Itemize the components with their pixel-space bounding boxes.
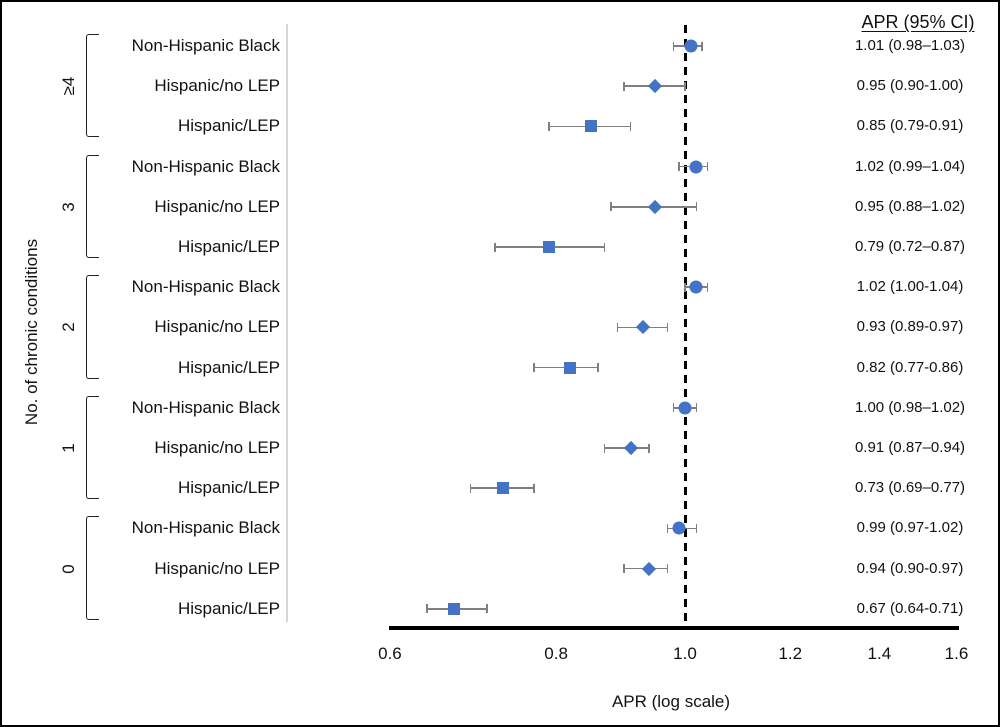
error-bar-cap-right — [603, 242, 606, 252]
x-tick-label: 1.4 — [867, 644, 892, 663]
apr-value: 0.73 (0.69–0.77) — [854, 479, 966, 497]
row-label: Non-Hispanic Black — [131, 518, 280, 538]
apr-column-header: APR (95% CI) — [861, 12, 975, 32]
error-bar-cap-right — [666, 564, 669, 574]
row-label: Hispanic/LEP — [177, 116, 280, 136]
row-label: Hispanic/no LEP — [154, 196, 280, 216]
group-label: ≥4 — [59, 76, 78, 96]
row-label: Hispanic/LEP — [177, 598, 280, 618]
apr-value: 0.82 (0.77-0.86) — [856, 358, 964, 376]
apr-value: 0.93 (0.89-0.97) — [856, 318, 964, 336]
marker-circle — [689, 280, 703, 294]
marker-diamond — [636, 320, 651, 335]
error-bar-cap-right — [648, 443, 651, 453]
marker-square — [497, 482, 510, 495]
row-label: Hispanic/no LEP — [154, 76, 280, 96]
reference-line — [683, 25, 687, 628]
row-label: Hispanic/LEP — [177, 478, 280, 498]
apr-value: 0.99 (0.97-1.02) — [856, 519, 964, 537]
group-label: 2 — [59, 322, 78, 333]
x-tick-label: 0.8 — [544, 644, 568, 663]
error-bar-cap-right — [695, 523, 698, 533]
apr-value: 1.01 (0.98–1.03) — [854, 37, 966, 54]
marker-circle — [672, 521, 686, 535]
group-label: 0 — [59, 563, 78, 574]
error-bar-cap-left — [469, 483, 472, 493]
group-bracket — [86, 275, 99, 379]
group-bracket — [86, 395, 99, 500]
x-axis-title: APR (log scale) — [611, 692, 731, 711]
error-bar-cap-left — [616, 322, 619, 332]
row-label: Hispanic/no LEP — [154, 438, 280, 457]
row-label: Non-Hispanic Black — [131, 36, 280, 55]
error-bar-cap-left — [426, 604, 428, 614]
marker-square — [585, 120, 598, 133]
error-bar-cap-right — [706, 282, 709, 292]
error-bar-cap-left — [494, 242, 497, 252]
error-bar-cap-left — [666, 523, 669, 533]
apr-value: 0.85 (0.79-0.91) — [856, 117, 964, 135]
error-bar-cap-left — [684, 282, 686, 292]
row-label: Hispanic/LEP — [177, 237, 280, 256]
marker-diamond — [648, 79, 663, 94]
apr-value: 0.95 (0.88–1.02) — [854, 197, 966, 215]
row-label: Hispanic/LEP — [177, 357, 280, 377]
apr-value: 0.91 (0.87–0.94) — [854, 439, 966, 456]
error-bar-cap-left — [623, 564, 625, 574]
marker-square — [542, 241, 555, 253]
apr-value: 1.02 (0.99–1.04) — [854, 157, 966, 175]
marker-square — [447, 602, 460, 615]
marker-circle — [689, 160, 703, 174]
apr-value: 0.67 (0.64-0.71) — [856, 599, 964, 617]
error-bar-cap-left — [548, 121, 550, 131]
x-tick-label: 1.2 — [778, 644, 803, 663]
error-bar-cap-right — [486, 604, 488, 614]
apr-value: 0.95 (0.90-1.00) — [856, 77, 964, 95]
marker-circle — [684, 39, 698, 53]
apr-value: 0.79 (0.72–0.87) — [854, 238, 966, 255]
group-label: 3 — [59, 202, 78, 212]
apr-value: 1.00 (0.98–1.02) — [854, 398, 966, 416]
row-label: Non-Hispanic Black — [131, 277, 280, 297]
apr-value: 1.02 (1.00-1.04) — [856, 278, 964, 296]
error-bar-cap-left — [533, 363, 535, 373]
y-axis-title: No. of chronic conditions — [22, 238, 41, 426]
x-tick-label: 1.6 — [944, 644, 969, 663]
error-bar-cap-right — [701, 41, 703, 51]
x-tick-label: 1.0 — [673, 644, 697, 663]
error-bar-cap-right — [684, 81, 686, 91]
group-bracket — [86, 154, 99, 258]
label-plot-separator-line — [286, 24, 288, 622]
error-bar-cap-left — [672, 403, 675, 413]
marker-diamond — [623, 440, 638, 456]
row-label: Hispanic/no LEP — [154, 558, 280, 578]
group-label: 1 — [59, 443, 78, 453]
error-bar-cap-left — [610, 202, 612, 212]
error-bar-cap-left — [623, 81, 625, 91]
error-bar-cap-right — [695, 202, 698, 212]
apr-value: 0.94 (0.90-0.97) — [856, 559, 964, 577]
error-bar-cap-right — [706, 162, 709, 172]
error-bar-cap-left — [678, 162, 680, 172]
error-bar-cap-right — [533, 483, 535, 493]
error-bar-cap-left — [603, 443, 606, 453]
x-axis-line — [389, 626, 959, 630]
error-bar-cap-left — [672, 41, 675, 51]
error-bar-cap-right — [666, 322, 669, 332]
row-label: Non-Hispanic Black — [131, 397, 280, 417]
marker-diamond — [642, 561, 657, 576]
error-bar-cap-right — [597, 363, 599, 373]
row-label: Non-Hispanic Black — [131, 156, 280, 176]
marker-square — [564, 361, 577, 374]
error-bar-cap-right — [695, 403, 698, 413]
group-bracket — [86, 516, 99, 620]
x-tick-label: 0.6 — [378, 644, 402, 663]
group-bracket — [86, 34, 99, 138]
marker-diamond — [648, 199, 663, 214]
marker-circle — [678, 401, 692, 415]
error-bar-cap-right — [629, 121, 632, 131]
row-label: Hispanic/no LEP — [154, 317, 280, 337]
